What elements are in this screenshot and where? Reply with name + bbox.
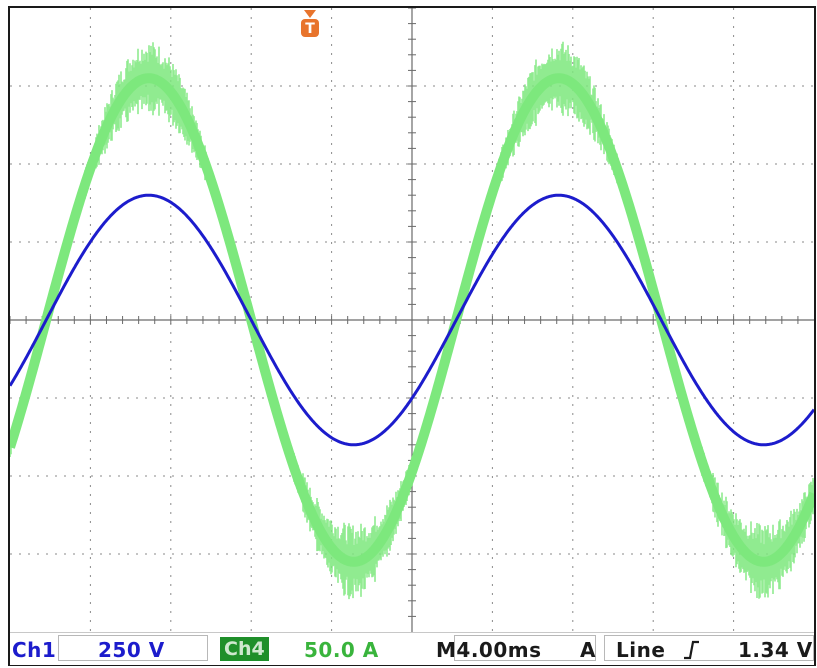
trace-line (10, 73, 814, 567)
graticule (10, 8, 814, 632)
ch4-label: Ch4 (220, 637, 269, 661)
trigger-level: 1.34 V (738, 638, 813, 662)
trigger-box[interactable] (604, 635, 814, 661)
timebase-box[interactable] (454, 635, 596, 661)
trigger-marker-label: T (305, 21, 315, 37)
timebase-readout: M4.00ms (436, 638, 542, 662)
ch1-readout-box[interactable] (58, 635, 208, 661)
rising-edge-icon (684, 640, 699, 660)
trigger-arrow-icon (304, 10, 316, 18)
oscilloscope-display: T Ch1 250 V Ch4 50.0 A M4.00ms A Line 1.… (8, 6, 816, 666)
trigger-position-marker[interactable]: T (301, 10, 319, 37)
status-bar: Ch1 250 V Ch4 50.0 A M4.00ms A Line 1.34… (10, 632, 814, 665)
ch1-label: Ch1 (12, 638, 57, 662)
waveform-screen: T (10, 8, 814, 632)
trigger-badge (301, 19, 319, 37)
trace-line (10, 193, 814, 447)
trace-ch1-voltage (10, 193, 814, 447)
ch1-scale: 250 V (98, 638, 165, 662)
trigger-source: Line (616, 638, 666, 662)
trigger-mode: A (580, 638, 596, 662)
ch4-scale: 50.0 A (304, 638, 379, 662)
